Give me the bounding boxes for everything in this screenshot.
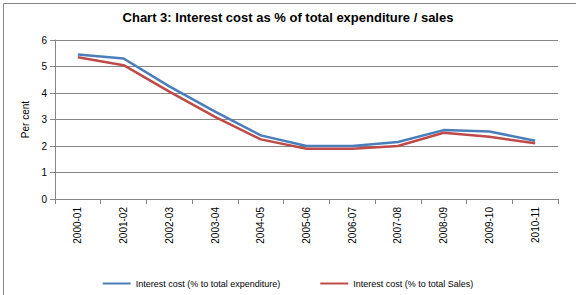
- svg-text:5: 5: [41, 61, 47, 72]
- svg-text:2004-05: 2004-05: [255, 207, 266, 244]
- svg-text:2000-01: 2000-01: [72, 207, 83, 244]
- svg-text:Per cent: Per cent: [20, 101, 31, 138]
- svg-text:4: 4: [41, 88, 47, 99]
- svg-text:3: 3: [41, 114, 47, 125]
- svg-text:1: 1: [41, 167, 47, 178]
- svg-text:Chart 3: Interest cost as % of: Chart 3: Interest cost as % of total exp…: [123, 10, 454, 25]
- svg-text:2003-04: 2003-04: [210, 207, 221, 244]
- svg-text:2010-11: 2010-11: [530, 207, 541, 243]
- svg-text:2007-08: 2007-08: [392, 207, 403, 244]
- svg-text:0: 0: [41, 194, 47, 205]
- svg-text:2001-02: 2001-02: [118, 207, 129, 244]
- svg-text:2006-07: 2006-07: [347, 207, 358, 244]
- svg-text:6: 6: [41, 35, 47, 46]
- svg-text:2005-06: 2005-06: [301, 207, 312, 244]
- svg-text:2002-03: 2002-03: [164, 207, 175, 244]
- svg-text:2009-10: 2009-10: [484, 207, 495, 244]
- svg-text:2: 2: [41, 141, 47, 152]
- svg-text:2008-09: 2008-09: [438, 207, 449, 244]
- svg-text:Interest cost (% to total Sale: Interest cost (% to total Sales): [353, 279, 473, 289]
- svg-text:Interest cost (% to total expe: Interest cost (% to total expenditure): [136, 279, 281, 289]
